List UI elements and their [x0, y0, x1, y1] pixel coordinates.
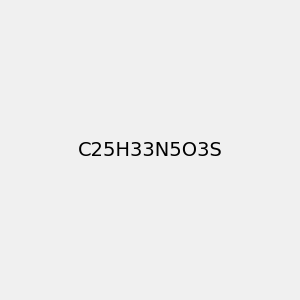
Text: C25H33N5O3S: C25H33N5O3S [78, 140, 222, 160]
